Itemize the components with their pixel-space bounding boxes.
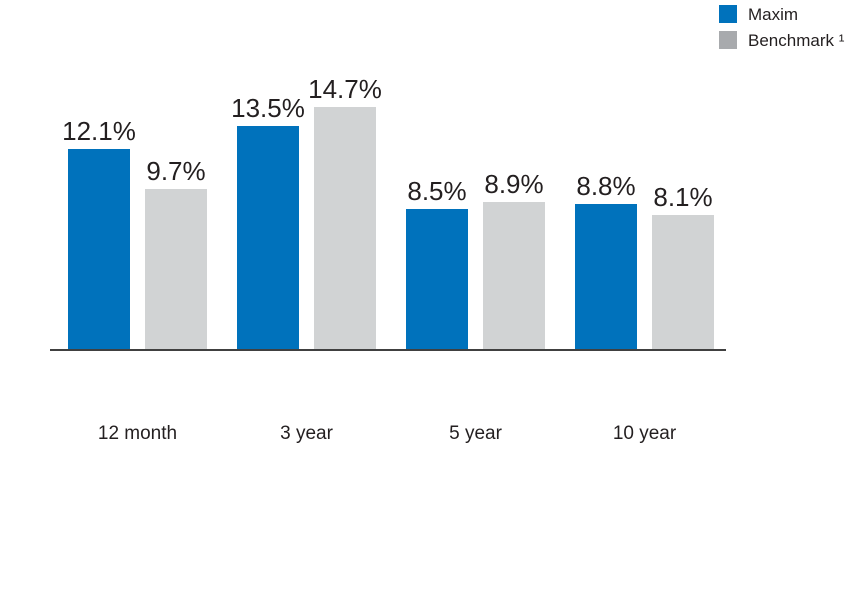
bar-group-10-year: 8.8% 8.1% — [575, 173, 714, 349]
bar-maxim-3-year: 13.5% — [231, 95, 305, 349]
x-axis-labels: 12 month 3 year 5 year 10 year — [68, 423, 714, 446]
bar-group-5-year: 8.5% 8.9% — [406, 171, 545, 349]
bar-value-label: 12.1% — [62, 116, 136, 147]
legend-item-benchmark: Benchmark ¹ — [719, 27, 844, 53]
bar-groups: 12.1% 9.7% 13.5% 14.7% 8.5% 8.9% 8.8% 8.1% — [62, 76, 714, 349]
bar-maxim-5-year: 8.5% — [406, 178, 468, 349]
bar-maxim-12-month: 12.1% — [62, 118, 136, 349]
bar-benchmark-12-month: 9.7% — [145, 158, 207, 349]
x-axis-label-12-month: 12 month — [97, 423, 178, 444]
x-axis-label-5-year: 5 year — [449, 423, 502, 444]
bar-value-label: 8.9% — [484, 169, 544, 200]
legend-swatch-icon — [719, 5, 737, 23]
bar-value-label: 8.5% — [407, 175, 467, 206]
x-axis-line — [50, 349, 726, 351]
bar-value-label: 9.7% — [146, 156, 206, 186]
plot-area: 12.1% 9.7% 13.5% 14.7% 8.5% 8.9% 8.8% 8.1% — [50, 0, 726, 351]
bar-value-label: 14.7% — [308, 73, 382, 104]
bar-value-label: 8.1% — [653, 182, 713, 213]
bar-benchmark-10-year: 8.1% — [652, 184, 714, 349]
legend-item-maxim: Maxim — [719, 1, 844, 27]
bar-group-3-year: 13.5% 14.7% — [231, 76, 382, 349]
legend-swatch-icon — [719, 31, 737, 49]
x-axis-label-10-year: 10 year — [612, 423, 677, 444]
bar-value-label: 13.5% — [231, 93, 305, 124]
legend-label: Maxim — [748, 4, 799, 24]
x-axis-label-3-year: 3 year — [280, 423, 333, 444]
bar-benchmark-3-year: 14.7% — [308, 76, 382, 349]
bar-group-12-month: 12.1% 9.7% — [62, 118, 207, 349]
bar-benchmark-5-year: 8.9% — [483, 171, 545, 349]
bar-value-label: 8.8% — [576, 170, 636, 201]
bar-maxim-10-year: 8.8% — [575, 173, 637, 349]
legend-label: Benchmark ¹ — [748, 30, 845, 50]
chart-legend: Maxim Benchmark ¹ — [719, 1, 844, 53]
